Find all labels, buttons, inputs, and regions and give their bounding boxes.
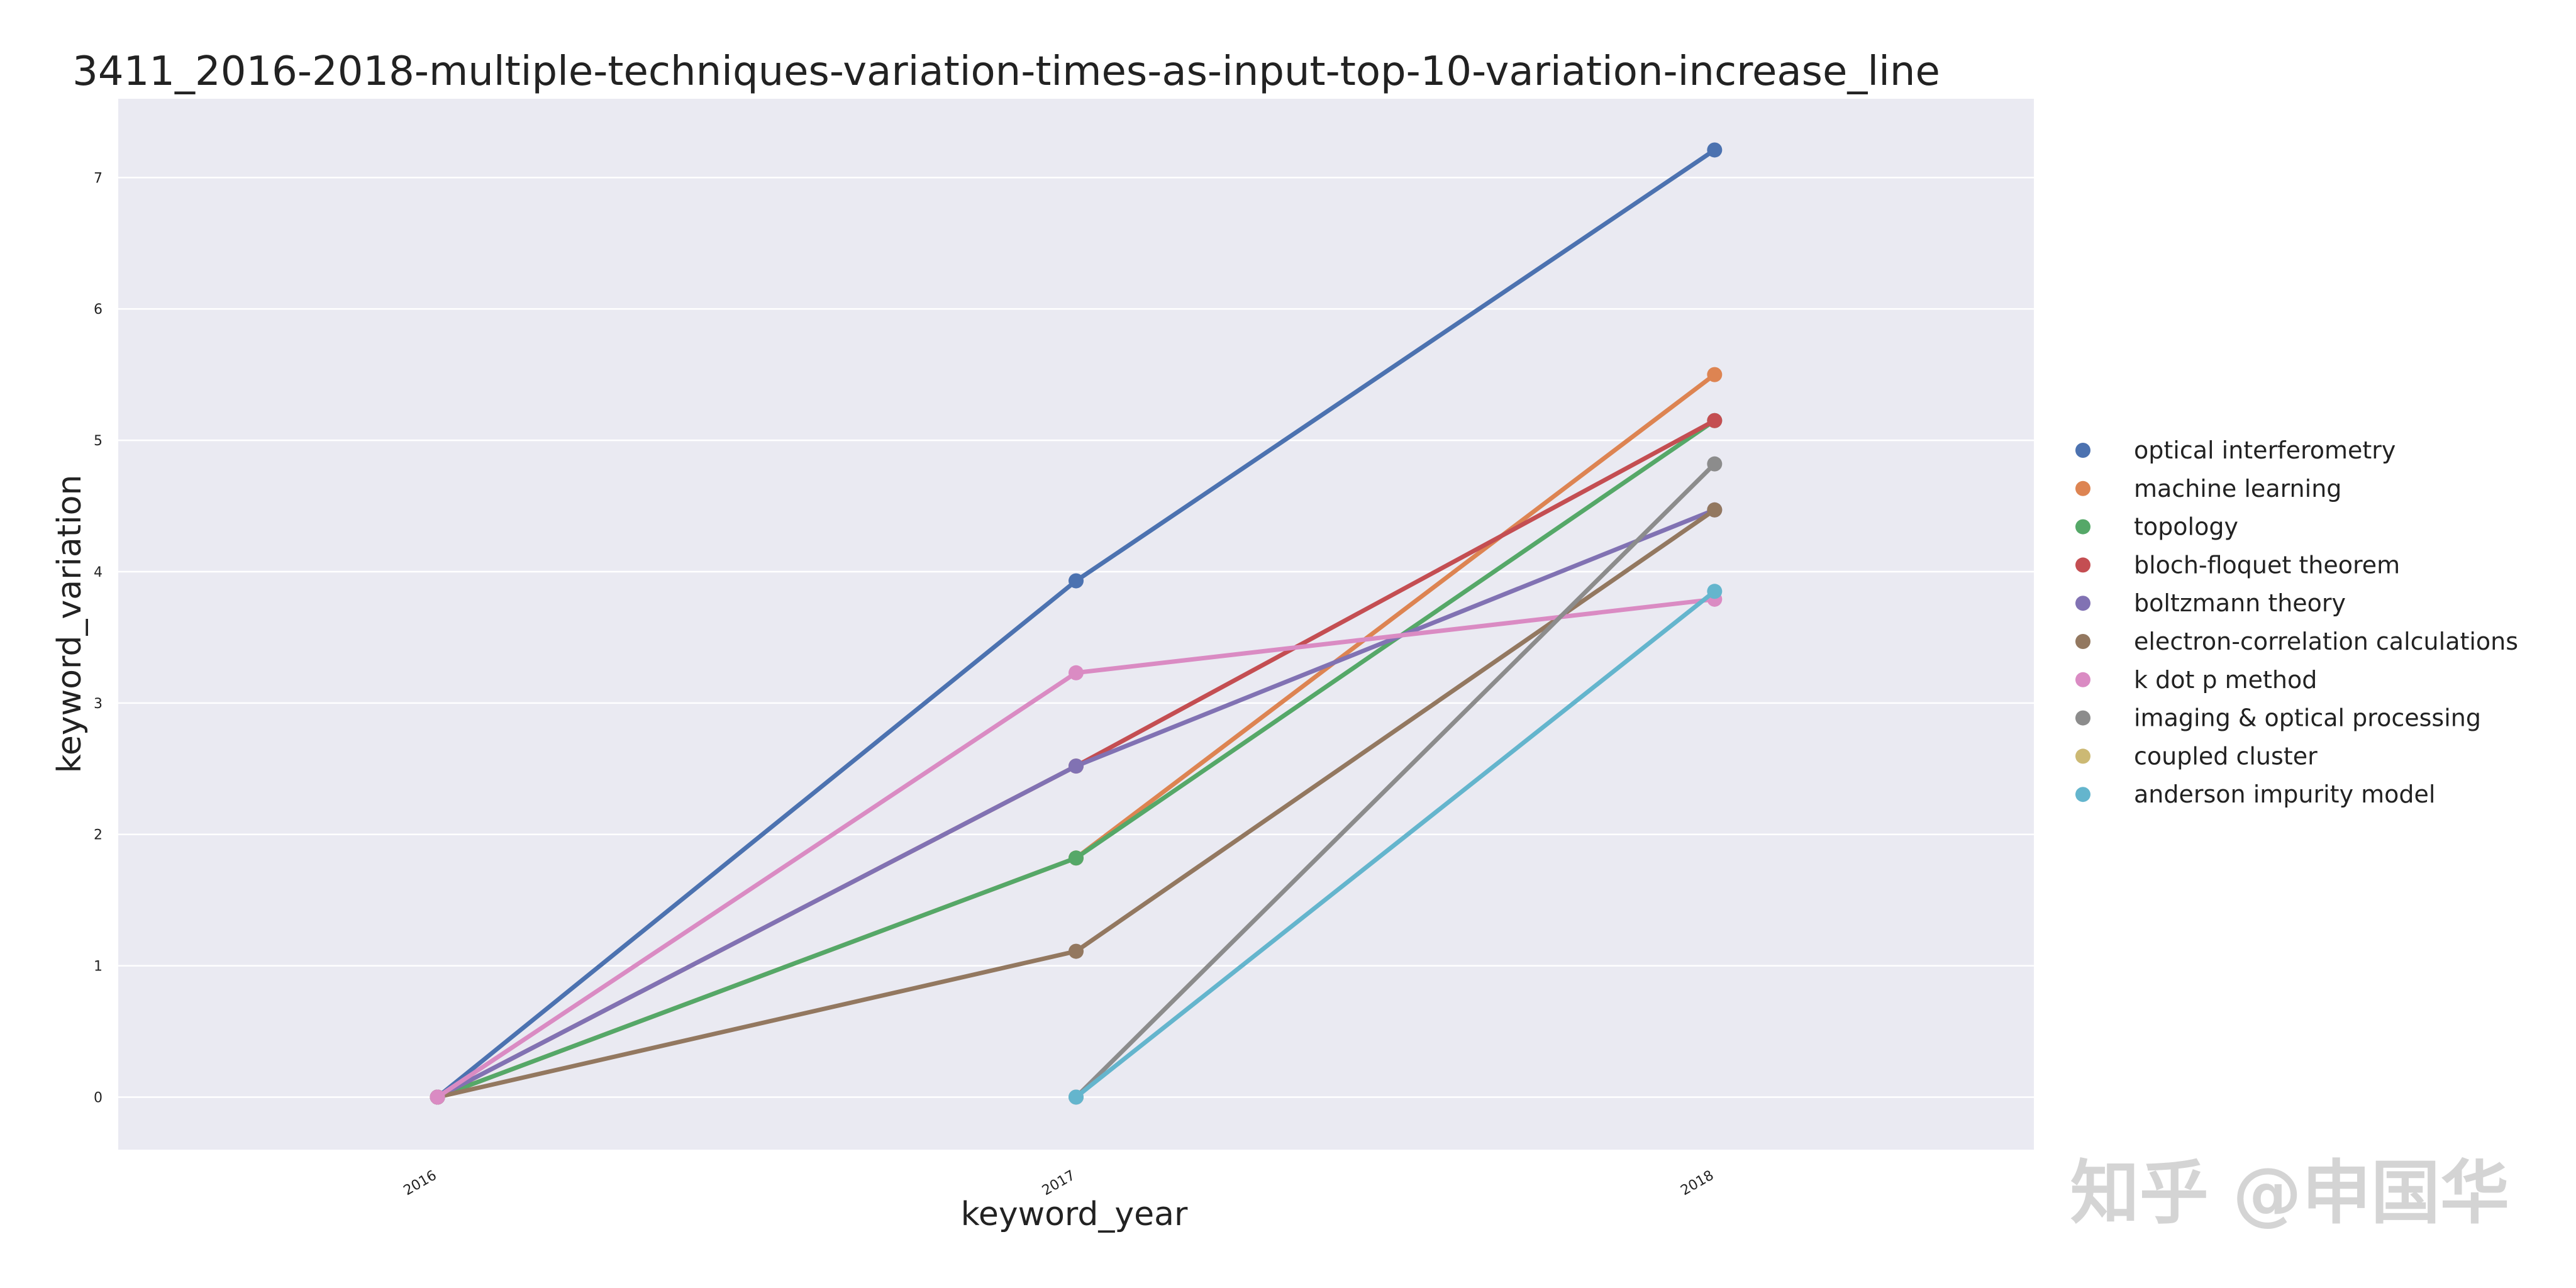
legend-marker xyxy=(2075,519,2090,535)
data-point xyxy=(1707,413,1723,428)
y-tick-label: 7 xyxy=(94,170,103,186)
y-axis-label: keyword_variation xyxy=(51,475,89,774)
legend-label: topology xyxy=(2134,513,2238,541)
data-point xyxy=(1707,456,1723,472)
legend-label: bloch-floquet theorem xyxy=(2134,551,2400,579)
legend-label: coupled cluster xyxy=(2134,742,2318,770)
legend-label: optical interferometry xyxy=(2134,436,2396,464)
data-point xyxy=(1707,502,1723,518)
data-point xyxy=(1069,758,1084,774)
y-tick-label: 0 xyxy=(94,1090,103,1106)
data-point xyxy=(1707,367,1723,382)
chart-title: 3411_2016-2018-multiple-techniques-varia… xyxy=(72,48,1940,95)
legend-marker xyxy=(2075,748,2090,764)
legend-label: machine learning xyxy=(2134,475,2341,502)
series-line xyxy=(1074,589,1716,1099)
series-line xyxy=(1074,462,1716,1099)
y-tick-label: 4 xyxy=(94,565,103,580)
plot-area xyxy=(118,99,2034,1150)
x-tick-label: 2016 xyxy=(401,1168,440,1199)
legend-label: imaging & optical processing xyxy=(2134,704,2481,732)
legend-marker xyxy=(2075,634,2090,649)
x-tick-label: 2017 xyxy=(1040,1168,1078,1199)
legend-marker xyxy=(2075,787,2090,802)
series-anderson-impurity-model xyxy=(1069,584,1723,1105)
data-point xyxy=(430,1089,445,1105)
legend-marker xyxy=(2075,443,2090,458)
y-tick-label: 6 xyxy=(94,302,103,318)
data-point xyxy=(1069,943,1084,959)
legend-label: boltzmann theory xyxy=(2134,589,2346,617)
data-point xyxy=(1069,573,1084,589)
x-axis-label: keyword_year xyxy=(961,1196,1188,1233)
y-tick-label: 5 xyxy=(94,433,103,449)
legend-marker xyxy=(2075,710,2090,726)
data-point xyxy=(1707,584,1723,599)
data-point xyxy=(1069,1089,1084,1105)
legend-marker xyxy=(2075,596,2090,611)
data-point xyxy=(1069,665,1084,680)
series-k-dot-p-method xyxy=(430,591,1723,1105)
legend-label: anderson impurity model xyxy=(2134,780,2435,808)
watermark: 知乎 @申国华 xyxy=(2070,1153,2509,1233)
legend-label: electron-correlation calculations xyxy=(2134,628,2518,655)
legend-marker xyxy=(2075,672,2090,687)
y-tick-label: 1 xyxy=(94,959,103,975)
y-tick-label: 3 xyxy=(94,696,103,712)
legend-marker xyxy=(2075,480,2090,496)
x-tick-label: 2018 xyxy=(1678,1168,1716,1199)
y-tick-label: 2 xyxy=(94,828,103,843)
data-point xyxy=(1069,850,1084,866)
data-point xyxy=(1707,142,1723,158)
legend-label: k dot p method xyxy=(2134,666,2317,694)
legend: optical interferometry machine learning to… xyxy=(2075,436,2518,808)
legend-marker xyxy=(2075,557,2090,573)
